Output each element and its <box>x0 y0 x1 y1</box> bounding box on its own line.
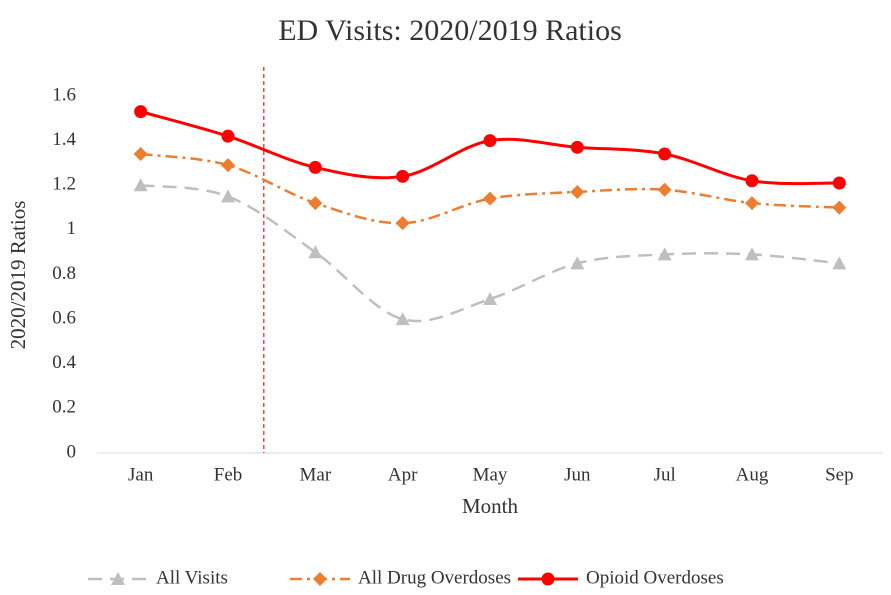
marker <box>133 147 148 162</box>
marker <box>134 105 148 119</box>
series-line <box>140 152 840 225</box>
marker <box>395 216 410 231</box>
marker <box>570 184 585 199</box>
x-tick-label: May <box>473 464 508 485</box>
y-tick-label: 0.6 <box>52 307 76 328</box>
marker <box>483 191 497 206</box>
series-line <box>140 184 840 323</box>
x-tick-label: Sep <box>825 464 854 485</box>
marker <box>221 129 235 143</box>
x-tick-label: Feb <box>214 464 243 485</box>
marker <box>221 189 235 203</box>
marker <box>658 147 672 161</box>
y-tick-label: 1.4 <box>52 129 76 150</box>
marker <box>396 169 410 183</box>
marker <box>745 196 759 211</box>
marker <box>133 178 148 192</box>
legend-marker <box>541 572 555 586</box>
y-tick-label: 0.8 <box>52 263 76 284</box>
marker <box>745 247 759 261</box>
x-tick-label: Jan <box>128 464 154 485</box>
marker <box>395 312 410 326</box>
x-tick-label: Jun <box>564 464 591 485</box>
chart-title: ED Visits: 2020/2019 Ratios <box>278 14 622 47</box>
marker <box>832 200 847 215</box>
marker <box>483 134 497 148</box>
marker <box>832 256 847 270</box>
marker <box>657 182 672 197</box>
x-tick-label: Mar <box>300 464 332 485</box>
marker <box>308 196 323 211</box>
x-tick-label: Jul <box>654 464 676 485</box>
marker <box>570 140 584 154</box>
legend-label: All Visits <box>156 567 228 588</box>
legend-label: Opioid Overdoses <box>586 567 724 588</box>
marker <box>570 256 585 270</box>
marker <box>832 176 846 190</box>
marker <box>308 245 323 259</box>
series-line <box>140 110 840 186</box>
marker <box>308 160 322 174</box>
x-axis-label: Month <box>462 494 519 518</box>
y-tick-label: 1.6 <box>52 84 76 105</box>
marker <box>745 174 759 188</box>
y-tick-label: 0.4 <box>52 352 76 373</box>
y-tick-label: 1 <box>67 218 77 239</box>
y-tick-label: 0 <box>67 441 77 462</box>
legend-label: All Drug Overdoses <box>358 567 511 588</box>
marker <box>657 247 672 261</box>
x-tick-label: Aug <box>736 464 769 485</box>
marker <box>221 158 235 173</box>
marker <box>483 292 497 306</box>
y-axis-label: 2020/2019 Ratios <box>6 201 30 350</box>
y-tick-label: 0.2 <box>52 397 76 418</box>
y-tick-label: 1.2 <box>52 174 76 195</box>
legend-marker <box>111 572 125 585</box>
x-tick-label: Apr <box>388 464 418 485</box>
legend-marker <box>313 572 327 586</box>
